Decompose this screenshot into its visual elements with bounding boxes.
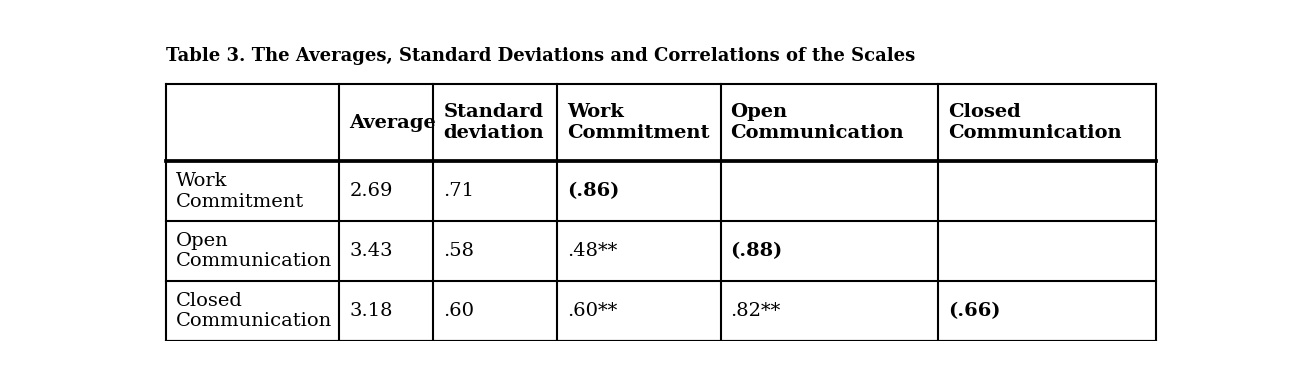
Text: (.88): (.88)	[730, 242, 783, 260]
Bar	[938, 281, 1156, 341]
Text: Table 3. The Averages, Standard Deviations and Correlations of the Scales: Table 3. The Averages, Standard Deviatio…	[166, 47, 916, 65]
Bar	[938, 221, 1156, 281]
Text: (.66): (.66)	[948, 302, 1001, 320]
Text: Standard
deviation: Standard deviation	[444, 103, 544, 142]
Text: 2.69: 2.69	[350, 182, 393, 200]
Bar	[339, 161, 433, 221]
Text: Open
Communication: Open Communication	[177, 232, 333, 270]
Bar	[721, 84, 938, 161]
Text: Work
Commitment: Work Commitment	[177, 172, 304, 211]
Bar	[166, 281, 339, 341]
Bar	[938, 161, 1156, 221]
Text: Closed
Communication: Closed Communication	[177, 291, 333, 330]
Bar	[339, 281, 433, 341]
Bar	[721, 221, 938, 281]
Bar	[557, 84, 721, 161]
Bar	[166, 84, 339, 161]
Text: Average: Average	[350, 114, 436, 132]
Text: Open
Communication: Open Communication	[730, 103, 904, 142]
Text: .60: .60	[444, 302, 475, 320]
Text: .60**: .60**	[568, 302, 618, 320]
Bar	[557, 221, 721, 281]
Text: Closed
Communication: Closed Communication	[948, 103, 1122, 142]
Bar	[721, 161, 938, 221]
Bar	[721, 281, 938, 341]
Text: .71: .71	[444, 182, 475, 200]
Text: .82**: .82**	[730, 302, 780, 320]
Text: (.86): (.86)	[568, 182, 619, 200]
Text: 3.18: 3.18	[350, 302, 393, 320]
Bar	[339, 221, 433, 281]
Bar	[938, 84, 1156, 161]
Bar	[339, 84, 433, 161]
Bar	[433, 221, 557, 281]
Bar	[557, 161, 721, 221]
Bar	[166, 221, 339, 281]
Bar	[433, 281, 557, 341]
Text: .48**: .48**	[568, 242, 618, 260]
Bar	[166, 161, 339, 221]
Bar	[557, 281, 721, 341]
Bar	[433, 84, 557, 161]
Text: .58: .58	[444, 242, 475, 260]
Text: Work
Commitment: Work Commitment	[568, 103, 710, 142]
Bar	[433, 161, 557, 221]
Text: 3.43: 3.43	[350, 242, 393, 260]
